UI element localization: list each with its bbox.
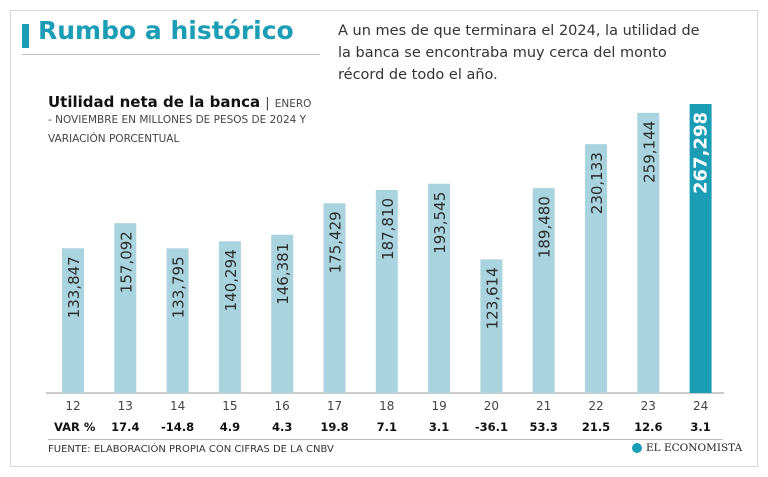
variation-value: 21.5 (582, 420, 610, 434)
chart-subtitle-part1: ENERO (274, 98, 312, 110)
bar-21 (532, 188, 555, 393)
bar-17 (323, 203, 346, 393)
bar-value-label: 146,381 (274, 243, 292, 305)
page-title: Rumbo a histórico (38, 16, 294, 45)
bar-value-label: 193,545 (431, 192, 449, 254)
bar-16 (271, 234, 294, 393)
chart-heading: Utilidad neta de la banca | ENERO - NOVI… (48, 92, 348, 149)
x-tick-label: 24 (693, 399, 708, 413)
variation-value: -36.1 (475, 420, 508, 434)
x-tick-label: 13 (118, 399, 133, 413)
chart-title-line: Utilidad neta de la banca | ENERO (48, 92, 348, 111)
x-tick-label: 22 (588, 399, 603, 413)
variation-value: 4.9 (220, 420, 240, 434)
bar-20 (480, 259, 503, 393)
brand-icon (632, 443, 642, 453)
x-tick-label: 12 (65, 399, 80, 413)
bar-23 (637, 112, 660, 393)
bar-value-label: 133,847 (65, 256, 83, 318)
x-tick-label: 21 (536, 399, 551, 413)
variation-value: 17.4 (111, 420, 139, 434)
bar-13 (114, 223, 137, 393)
bar-24 (689, 104, 712, 393)
title-accent-bar (22, 24, 29, 48)
bar-value-label: 187,810 (379, 198, 397, 260)
x-tick-label: 15 (222, 399, 237, 413)
bar-value-label: 267,298 (691, 112, 712, 194)
source-note: FUENTE: ELABORACIÓN PROPIA CON CIFRAS DE… (48, 444, 334, 455)
bar-15 (218, 241, 241, 393)
x-tick-label: 19 (431, 399, 446, 413)
chart-subtitle-part3: VARIACIÓN PORCENTUAL (48, 133, 180, 145)
x-tick-label: 20 (484, 399, 499, 413)
x-tick-label: 18 (379, 399, 394, 413)
variation-value: 4.3 (272, 420, 292, 434)
brand-logo: EL ECONOMISTA (632, 442, 742, 454)
bar-18 (375, 189, 398, 393)
bar-22 (585, 144, 607, 393)
bar-value-label: 230,133 (588, 152, 606, 214)
title-separator: | (265, 96, 270, 111)
bar-value-label: 133,795 (170, 256, 188, 318)
variation-value: -14.8 (161, 420, 194, 434)
footer-divider (48, 439, 723, 440)
bar-value-label: 259,144 (640, 121, 658, 183)
bar-value-label: 123,614 (483, 267, 501, 329)
bar-14 (166, 248, 189, 393)
variation-value: 3.1 (690, 420, 710, 434)
x-tick-label: 14 (170, 399, 185, 413)
brand-name: EL ECONOMISTA (646, 442, 743, 454)
variation-value: 3.1 (429, 420, 449, 434)
title-divider (22, 54, 320, 55)
bar-12 (62, 248, 84, 393)
x-tick-label: 16 (275, 399, 290, 413)
bar-value-label: 140,294 (222, 249, 240, 311)
variation-value: 19.8 (320, 420, 348, 434)
intro-text: A un mes de que terminara el 2024, la ut… (338, 23, 700, 83)
x-tick-label: 23 (641, 399, 656, 413)
variation-value: 12.6 (634, 420, 662, 434)
chart-title: Utilidad neta de la banca (48, 93, 261, 111)
bar-19 (428, 183, 451, 393)
chart-subtitle-part2: - NOVIEMBRE EN MILLONES DE PESOS DE 2024… (48, 114, 307, 126)
variation-row-label: VAR % (54, 420, 96, 434)
variation-value: 7.1 (377, 420, 397, 434)
bar-value-label: 157,092 (117, 231, 135, 293)
variation-value: 53.3 (530, 420, 558, 434)
x-tick-label: 17 (327, 399, 342, 413)
bar-value-label: 189,480 (536, 196, 554, 258)
bar-value-label: 175,429 (327, 211, 345, 273)
